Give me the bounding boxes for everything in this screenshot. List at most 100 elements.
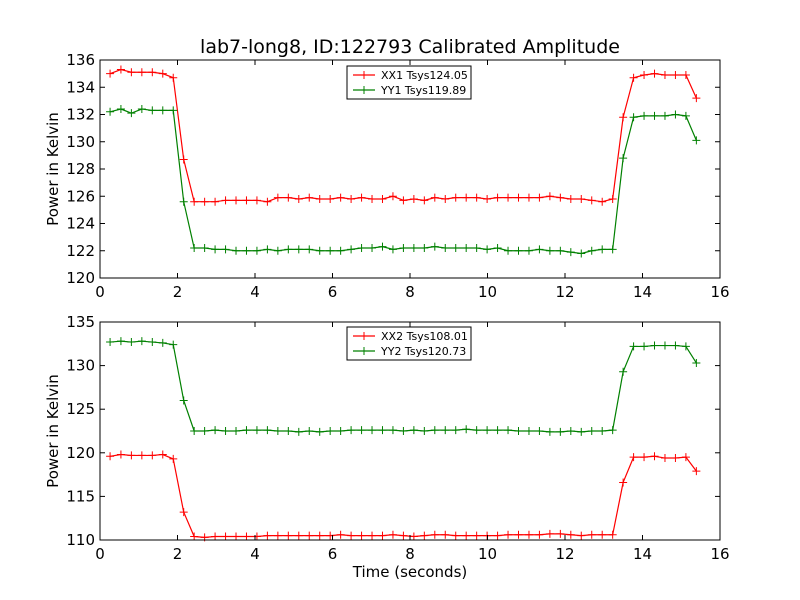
x-tick-label: 6: [328, 283, 338, 301]
data-point: [577, 194, 586, 203]
data-point: [169, 106, 178, 115]
data-point: [399, 196, 408, 205]
data-point: [252, 426, 261, 435]
y-tick-label: 115: [66, 487, 95, 505]
data-point: [409, 244, 418, 253]
data-point: [169, 454, 178, 463]
data-point: [692, 358, 701, 367]
data-point: [190, 532, 199, 541]
x-tick-label: 8: [405, 545, 415, 563]
data-point: [409, 426, 418, 435]
data-point: [221, 245, 230, 254]
y-tick-label: 135: [66, 313, 95, 331]
data-point: [535, 193, 544, 202]
legend-label: XX2 Tsys108.01: [381, 330, 468, 343]
legend-label: XX1 Tsys124.05: [381, 69, 468, 82]
data-point: [116, 65, 125, 74]
data-point: [640, 111, 649, 120]
data-point: [483, 426, 492, 435]
x-tick-label: 0: [95, 283, 105, 301]
y-tick-label: 120: [66, 269, 95, 287]
data-point: [671, 70, 680, 79]
data-point: [273, 246, 282, 255]
data-point: [451, 531, 460, 540]
y-tick-label: 110: [66, 531, 95, 549]
data-point: [378, 426, 387, 435]
legend-marker: [360, 332, 368, 340]
data-point: [587, 427, 596, 435]
data-point: [127, 338, 136, 347]
data-point: [629, 453, 638, 462]
data-point: [315, 246, 324, 255]
data-point: [106, 338, 115, 347]
data-point: [158, 450, 167, 459]
x-tick-label: 2: [173, 545, 183, 563]
data-point: [294, 194, 303, 203]
x-tick-label: 10: [478, 545, 497, 563]
data-point: [347, 531, 356, 540]
legend-marker: [360, 86, 368, 94]
data-point: [545, 427, 554, 436]
data-point: [577, 427, 586, 436]
data-point: [577, 249, 586, 258]
data-point: [106, 452, 115, 461]
data-point: [472, 193, 481, 202]
data-point: [504, 530, 513, 539]
data-point: [483, 245, 492, 254]
data-point: [493, 531, 502, 540]
data-point: [451, 426, 460, 435]
data-point: [294, 531, 303, 540]
data-point: [493, 426, 502, 435]
legend: XX1 Tsys124.05 YY1 Tsys119.89: [346, 65, 472, 100]
data-point: [284, 193, 293, 202]
data-point: [252, 246, 261, 255]
data-point: [116, 105, 125, 114]
data-point: [577, 531, 586, 540]
y-tick-label: 126: [66, 187, 95, 205]
y-tick-label: 130: [66, 357, 95, 375]
data-point: [671, 454, 680, 463]
data-point: [273, 531, 282, 540]
data-point: [556, 529, 565, 538]
data-point: [378, 242, 387, 251]
x-tick-label: 16: [710, 545, 729, 563]
y-axis-label: Power in Kelvin: [44, 112, 62, 226]
data-point: [483, 194, 492, 203]
data-point: [451, 244, 460, 253]
data-point: [504, 193, 513, 202]
data-point: [158, 106, 167, 115]
legend-label: YY2 Tsys120.73: [380, 345, 466, 358]
data-point: [640, 342, 649, 351]
y-tick-label: 128: [66, 160, 95, 178]
x-tick-label: 12: [555, 283, 574, 301]
data-point: [430, 242, 439, 251]
data-point: [399, 244, 408, 253]
data-point: [273, 427, 282, 435]
data-point: [441, 244, 450, 253]
data-point: [629, 113, 638, 122]
data-point: [336, 427, 345, 435]
data-point: [587, 530, 596, 539]
data-point: [326, 194, 335, 203]
x-tick-label: 12: [555, 545, 574, 563]
data-point: [137, 68, 146, 77]
data-point: [200, 427, 209, 435]
legend-box: [346, 65, 472, 100]
data-point: [294, 427, 303, 436]
data-point: [242, 246, 251, 255]
data-point: [514, 193, 523, 202]
data-point: [608, 245, 617, 254]
legend-label: YY1 Tsys119.89: [380, 84, 466, 97]
data-point: [681, 111, 690, 120]
data-point: [137, 337, 146, 346]
x-tick-label: 4: [250, 283, 260, 301]
data-point: [650, 452, 659, 461]
x-tick-label: 4: [250, 545, 260, 563]
data-point: [388, 530, 397, 539]
data-point: [545, 246, 554, 255]
data-point: [472, 531, 481, 540]
data-point: [294, 245, 303, 254]
x-tick-label: 14: [633, 545, 652, 563]
